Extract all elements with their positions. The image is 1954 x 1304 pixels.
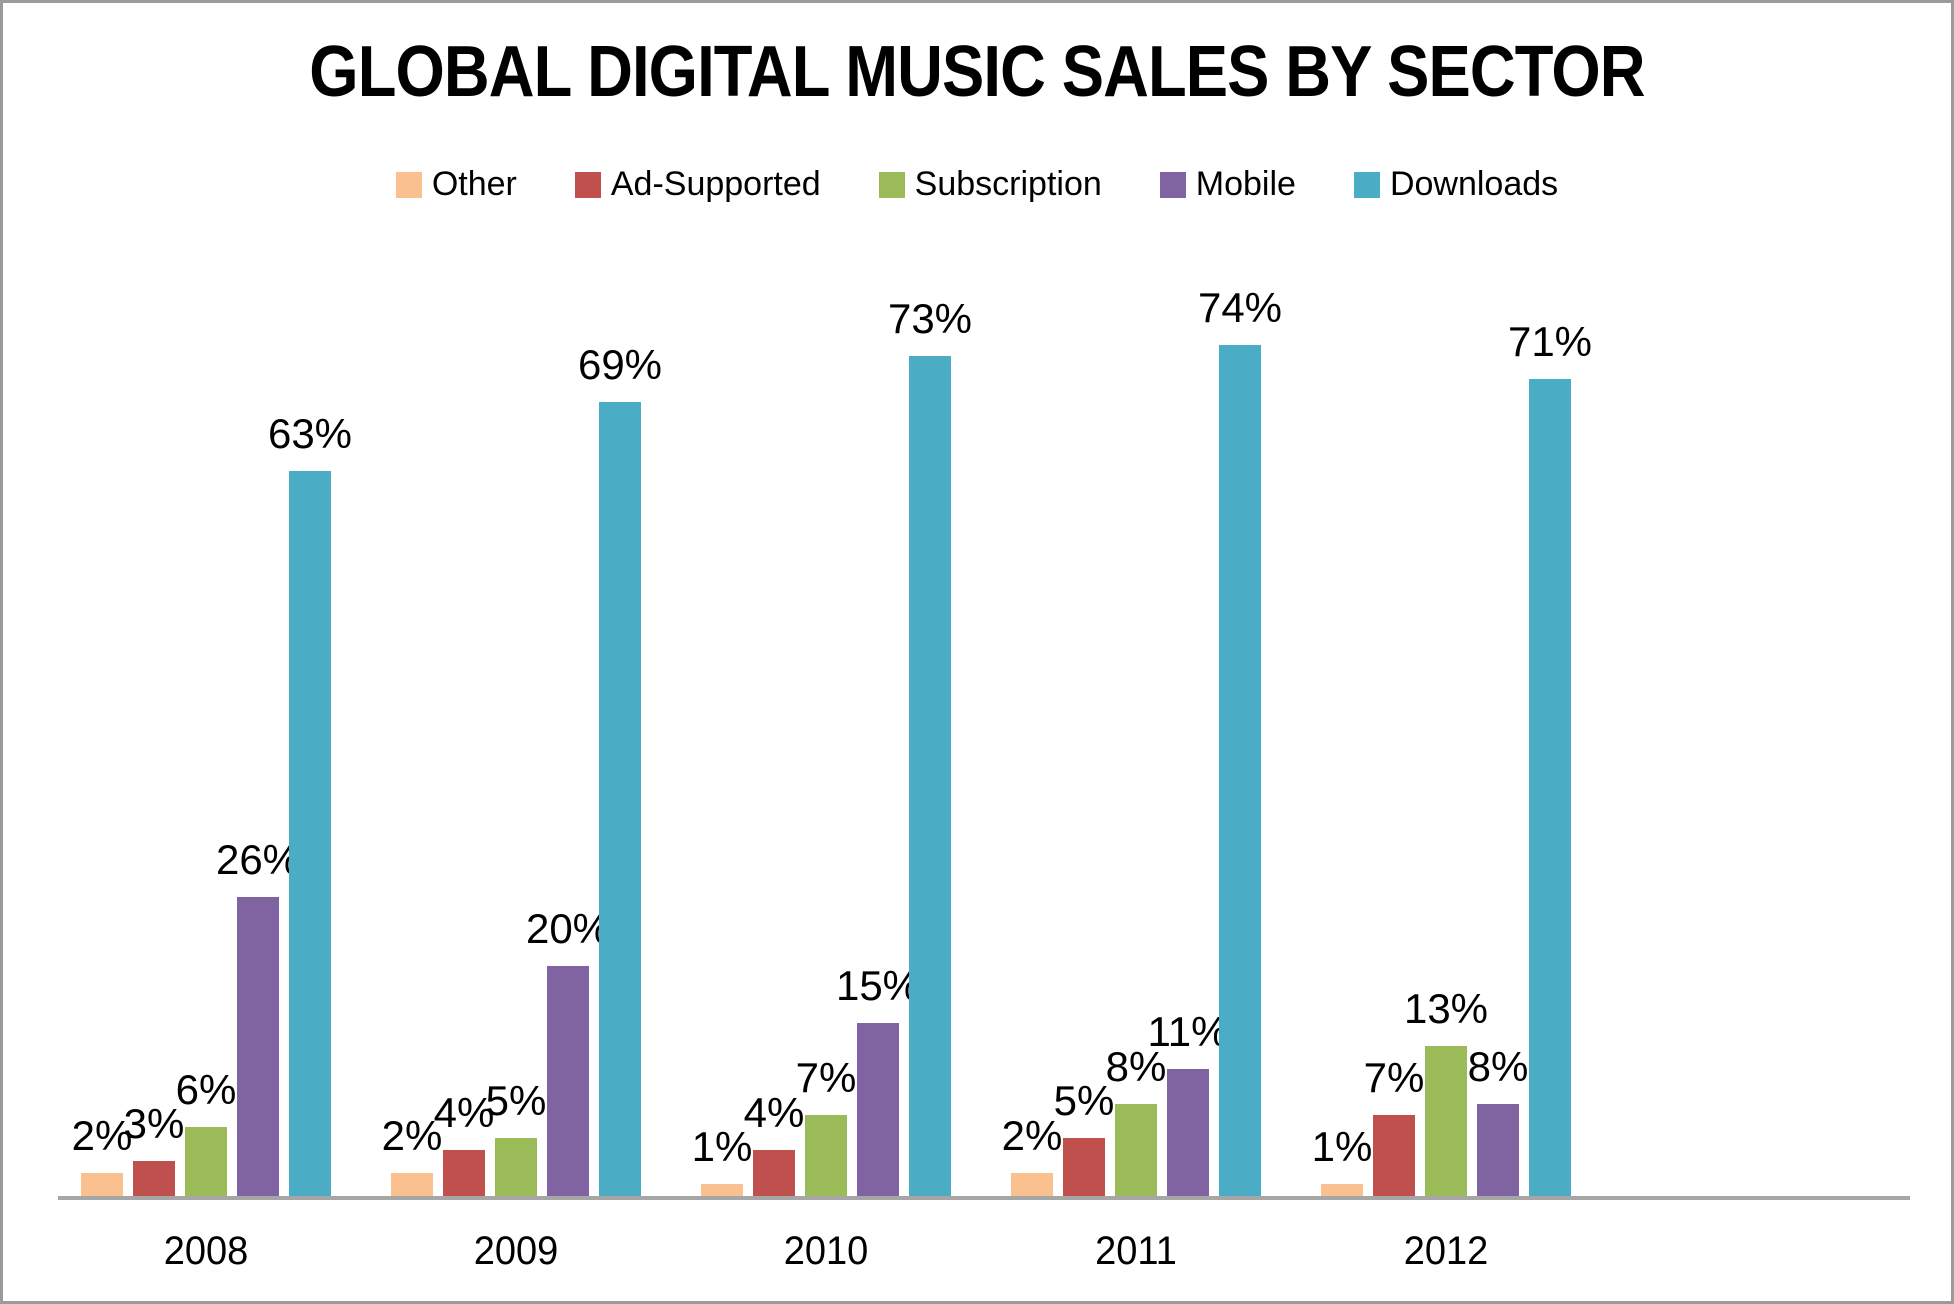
bar-label-other-2009: 2% <box>381 1112 443 1159</box>
category-label-2010: 2010 <box>783 1229 869 1273</box>
legend-label: Subscription <box>914 165 1102 203</box>
bar-label-ad-supported-2012: 7% <box>1363 1054 1425 1101</box>
bar-label-downloads-2011: 74% <box>1197 284 1283 331</box>
category-label-2009: 2009 <box>473 1229 559 1273</box>
bar-label-mobile-2009: 20% <box>525 905 611 952</box>
legend: Other Ad-Supported Subscription Mobile Downl… <box>3 165 1951 204</box>
bar-label-subscription-2009: 5% <box>485 1077 547 1124</box>
bar-mobile-2012 <box>1477 1104 1519 1196</box>
bar-label-downloads-2012: 71% <box>1507 318 1593 365</box>
bar-downloads-2008 <box>289 471 331 1196</box>
bar-ad-supported-2010 <box>753 1150 795 1196</box>
bar-label-other-2011: 2% <box>1001 1112 1063 1159</box>
bar-other-2008 <box>81 1173 123 1196</box>
bar-label-subscription-2008: 6% <box>175 1066 237 1113</box>
legend-item-subscription: Subscription <box>878 165 1102 204</box>
bar-label-mobile-2008: 26% <box>215 836 301 883</box>
category-label-2011: 2011 <box>1095 1229 1177 1273</box>
bar-label-mobile-2010: 15% <box>835 962 921 1009</box>
bar-mobile-2010 <box>857 1023 899 1196</box>
bar-label-mobile-2012: 8% <box>1467 1043 1529 1090</box>
legend-label: Downloads <box>1389 165 1559 203</box>
category-label-2012: 2012 <box>1403 1229 1489 1273</box>
bar-label-other-2008: 2% <box>71 1112 133 1159</box>
bar-label-ad-supported-2009: 4% <box>433 1089 495 1136</box>
bar-subscription-2010 <box>805 1115 847 1196</box>
legend-item-downloads: Downloads <box>1353 165 1559 204</box>
chart-title: GLOBAL DIGITAL MUSIC SALES BY SECTOR <box>309 32 1645 112</box>
bar-label-other-2012: 1% <box>1311 1123 1373 1170</box>
bar-other-2011 <box>1011 1173 1053 1196</box>
bar-ad-supported-2009 <box>443 1150 485 1196</box>
legend-swatch-downloads <box>1353 171 1380 198</box>
bar-downloads-2011 <box>1219 345 1261 1196</box>
bar-subscription-2008 <box>185 1127 227 1196</box>
legend-swatch-ad-supported <box>574 171 601 198</box>
legend-swatch-other <box>395 171 422 198</box>
bar-mobile-2009 <box>547 966 589 1196</box>
legend-item-ad-supported: Ad-Supported <box>574 165 821 204</box>
bar-other-2009 <box>391 1173 433 1196</box>
legend-swatch-subscription <box>878 171 905 198</box>
bar-downloads-2012 <box>1529 379 1571 1196</box>
bar-ad-supported-2008 <box>133 1161 175 1196</box>
bar-subscription-2009 <box>495 1138 537 1196</box>
bar-label-subscription-2010: 7% <box>795 1054 857 1101</box>
x-axis-line <box>58 1196 1910 1200</box>
bar-downloads-2010 <box>909 356 951 1196</box>
bar-ad-supported-2012 <box>1373 1115 1415 1196</box>
bar-label-ad-supported-2011: 5% <box>1053 1077 1115 1124</box>
legend-item-other: Other <box>395 165 517 204</box>
bar-downloads-2009 <box>599 402 641 1196</box>
legend-label: Mobile <box>1195 165 1296 203</box>
legend-swatch-mobile <box>1159 171 1186 198</box>
bar-subscription-2011 <box>1115 1104 1157 1196</box>
bar-label-downloads-2010: 73% <box>887 295 973 342</box>
legend-label: Ad-Supported <box>610 165 821 203</box>
bar-label-ad-supported-2010: 4% <box>743 1089 805 1136</box>
bar-mobile-2008 <box>237 897 279 1196</box>
bar-label-mobile-2011: 11% <box>1147 1008 1229 1055</box>
bar-mobile-2011 <box>1167 1069 1209 1196</box>
bar-ad-supported-2011 <box>1063 1138 1105 1196</box>
bar-label-downloads-2008: 63% <box>267 410 353 457</box>
bar-other-2012 <box>1321 1184 1363 1196</box>
bar-other-2010 <box>701 1184 743 1196</box>
bar-label-subscription-2012: 13% <box>1403 985 1489 1032</box>
bar-label-downloads-2009: 69% <box>577 341 663 388</box>
bar-label-subscription-2011: 8% <box>1105 1043 1167 1090</box>
category-label-2008: 2008 <box>163 1229 249 1273</box>
legend-item-mobile: Mobile <box>1159 165 1296 204</box>
legend-label: Other <box>431 165 517 203</box>
bar-label-ad-supported-2008: 3% <box>123 1100 185 1147</box>
bar-label-other-2010: 1% <box>691 1123 753 1170</box>
bar-subscription-2012 <box>1425 1046 1467 1196</box>
